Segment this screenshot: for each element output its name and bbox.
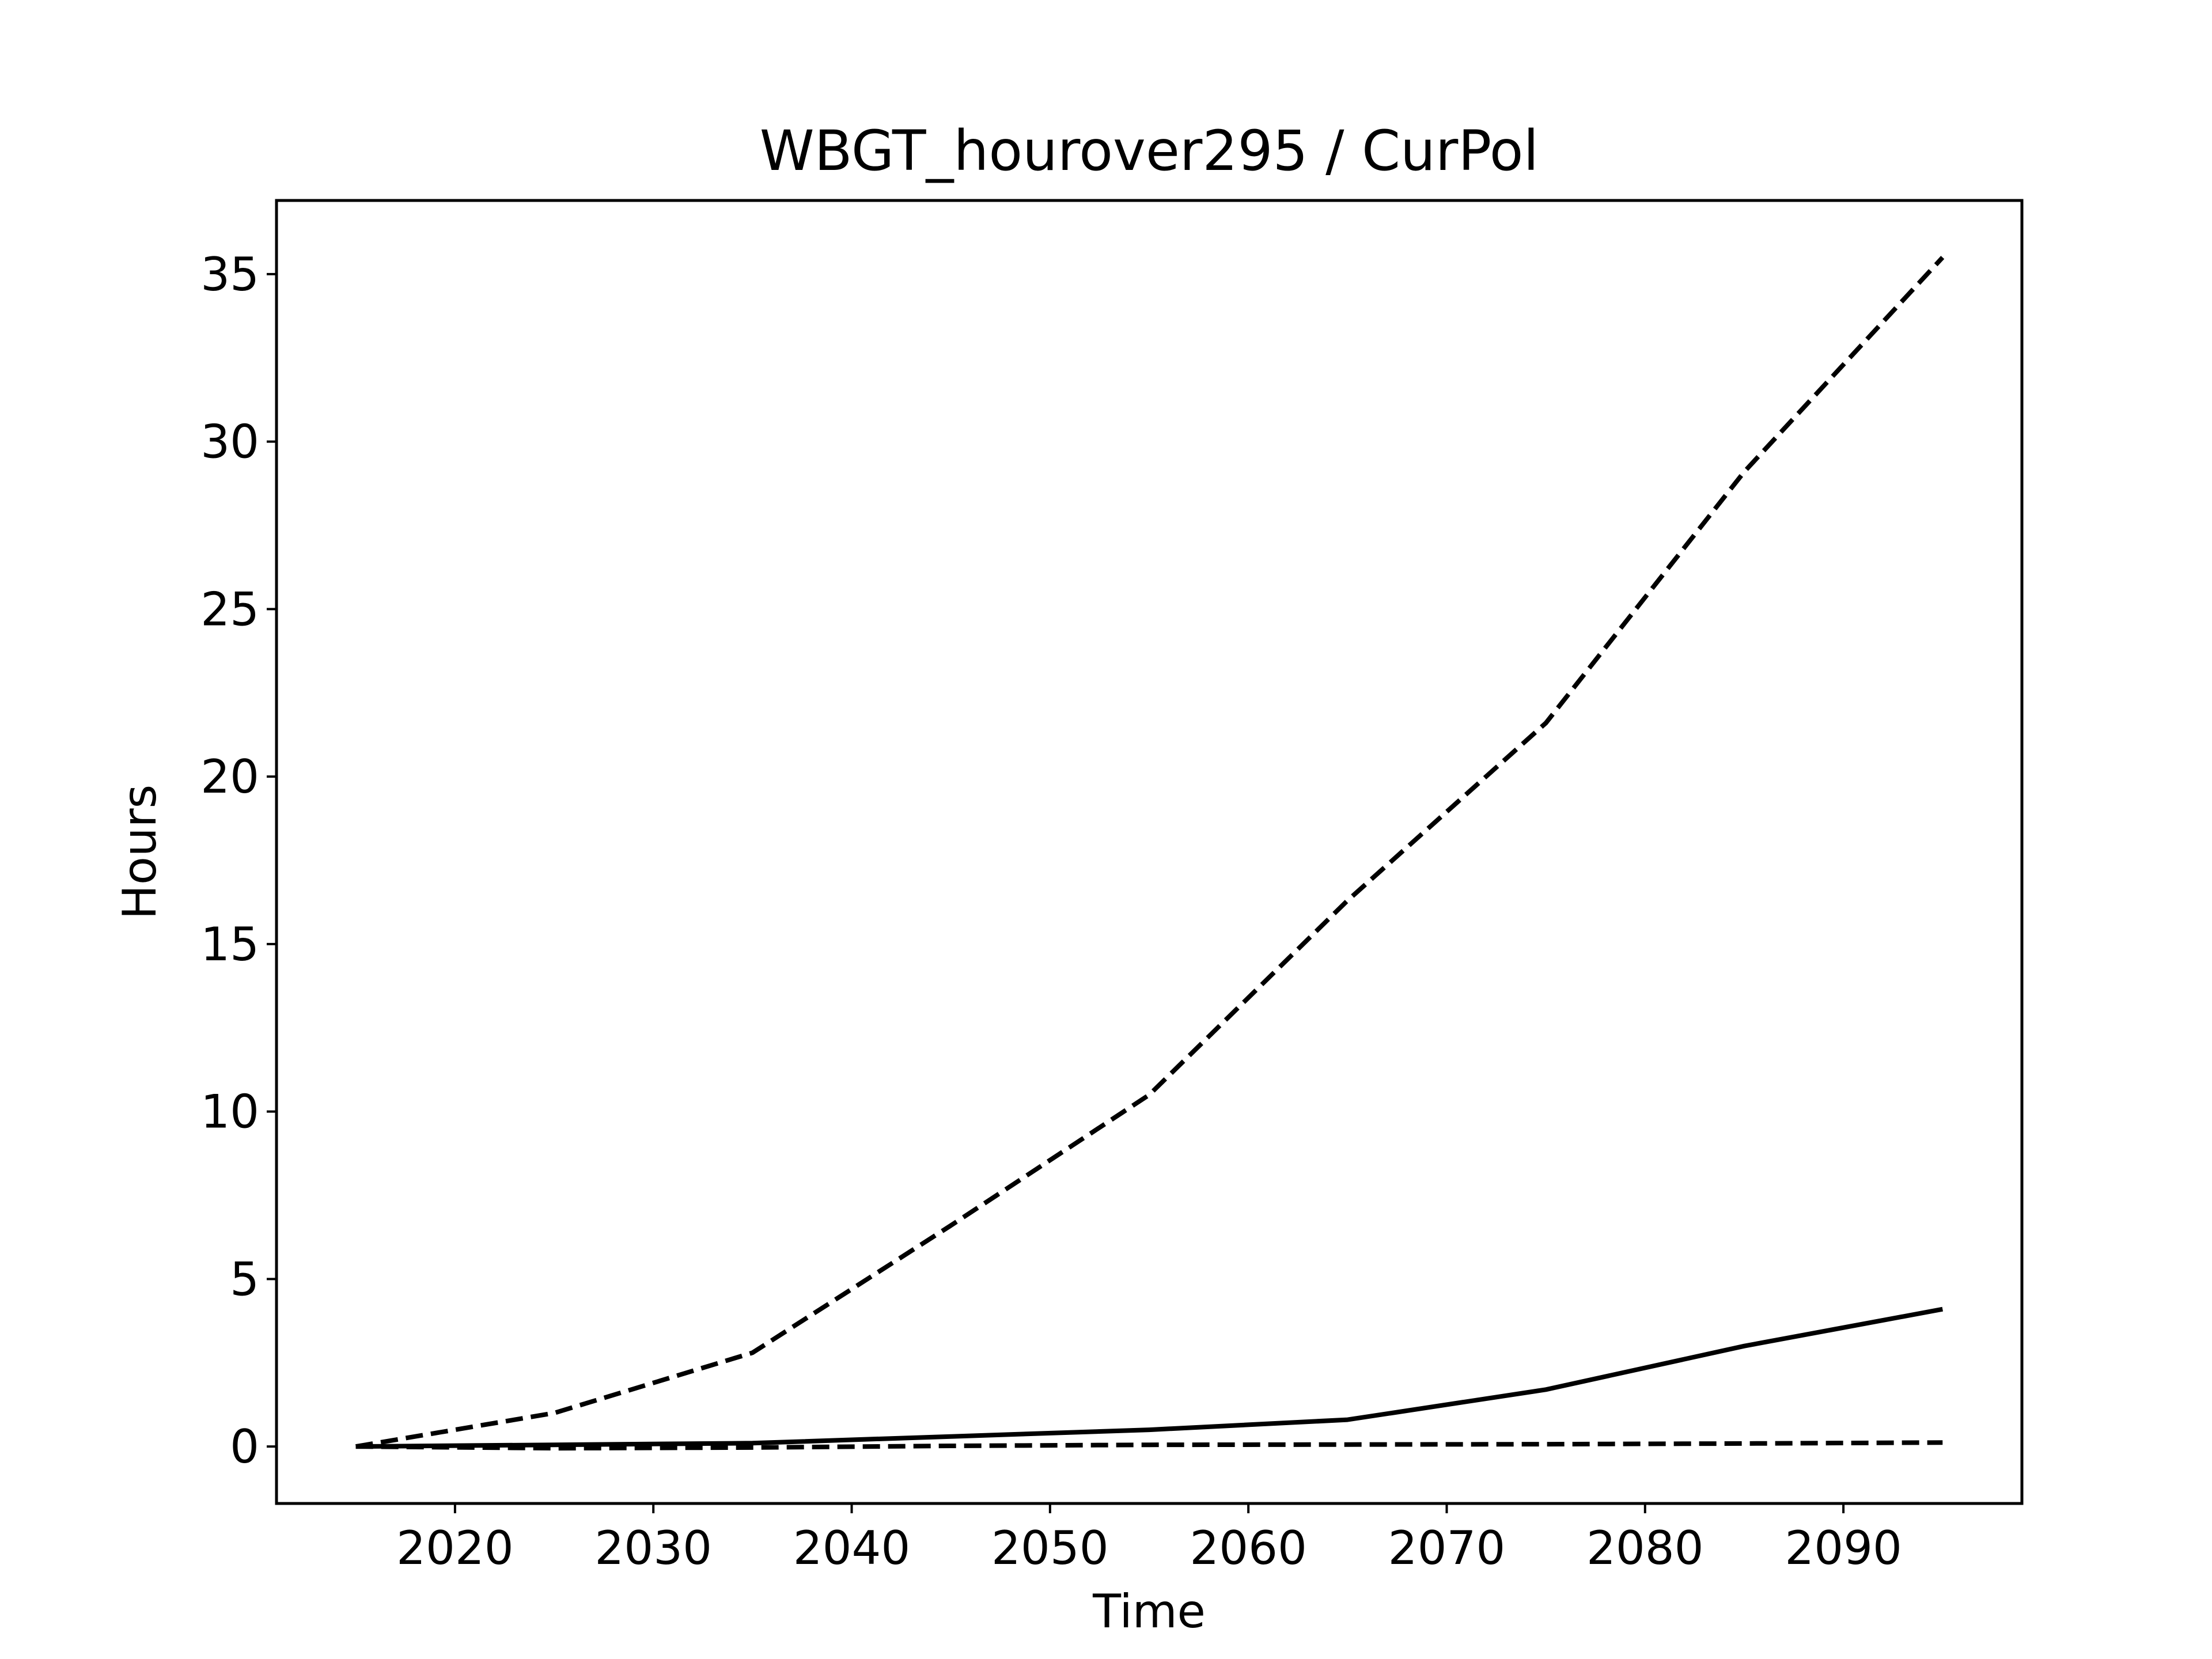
chart-title: WBGT_hourover295 / CurPol xyxy=(760,119,1539,183)
y-tick-label: 0 xyxy=(230,1420,259,1474)
x-tick-label: 2090 xyxy=(1785,1521,1902,1575)
plot-frame xyxy=(275,199,2024,1505)
series-layer xyxy=(355,256,1945,1451)
x-tick-label: 2040 xyxy=(793,1521,911,1575)
y-tick-label: 30 xyxy=(200,415,259,469)
series-line-3 xyxy=(355,1440,1943,1451)
y-axis: 0 5 10 15 20 25 30 35 xyxy=(200,248,276,1474)
y-tick-label: 20 xyxy=(200,750,259,804)
x-axis-label: Time xyxy=(1092,1585,1206,1638)
x-axis: 2020 2030 2040 2050 2060 2070 2080 2090 xyxy=(396,1503,1902,1575)
series-line-1 xyxy=(355,256,1945,1449)
x-tick-label: 2030 xyxy=(594,1521,712,1575)
x-tick-label: 2020 xyxy=(396,1521,514,1575)
series-line-2 xyxy=(355,1306,1944,1449)
x-tick-label: 2070 xyxy=(1388,1521,1506,1575)
y-tick-label: 35 xyxy=(200,248,259,301)
y-tick-label: 25 xyxy=(200,582,259,636)
y-tick-label: 10 xyxy=(200,1085,259,1139)
x-tick-label: 2080 xyxy=(1586,1521,1704,1575)
x-tick-label: 2050 xyxy=(991,1521,1109,1575)
y-axis-label: Hours xyxy=(113,785,166,919)
x-tick-label: 2060 xyxy=(1190,1521,1307,1575)
y-tick-label: 5 xyxy=(230,1252,259,1306)
y-tick-label: 15 xyxy=(200,918,259,971)
